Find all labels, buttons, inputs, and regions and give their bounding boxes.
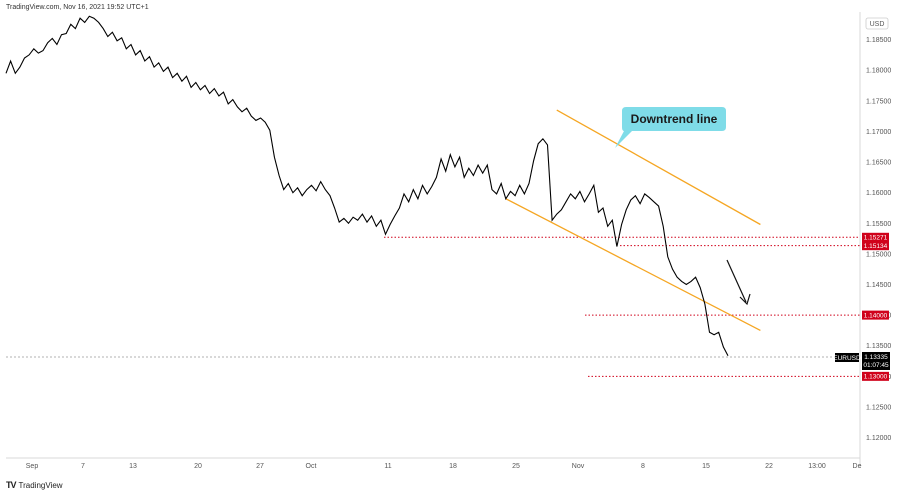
level-tag: [862, 232, 889, 242]
level-label: 1.13000: [864, 374, 888, 381]
y-tick-label: 1.12500: [866, 404, 891, 411]
level-tag: [862, 310, 889, 320]
y-tick-label: 1.13500: [866, 343, 891, 350]
downtrend-callout[interactable]: Downtrend line: [615, 107, 726, 148]
currency-badge: USD: [865, 17, 889, 30]
x-tick-label: 25: [512, 463, 520, 470]
y-tick-label: 1.18500: [866, 37, 891, 44]
chart-header: TradingView.com, Nov 16, 2021 19:52 UTC+…: [6, 4, 149, 11]
current-price-label: 1.13335: [864, 354, 888, 361]
callout-bubble: [615, 107, 726, 148]
x-tick-label: 11: [384, 463, 391, 470]
currency-label: USD: [870, 21, 885, 28]
y-tick-label: 1.16000: [866, 190, 891, 197]
time-scale[interactable]: Sep 7 13 20 27 Oct 11 18 25 Nov 8 15 22 13:00 De: [26, 463, 862, 470]
x-tick-label: Sep: [26, 463, 39, 470]
y-tick-label: 1.16500: [866, 160, 891, 167]
symbol-label: EURUSD: [833, 355, 861, 362]
y-tick-label: 1.14500: [866, 282, 891, 289]
x-tick-label: 8: [641, 463, 645, 470]
level-tag: [862, 371, 889, 381]
brand-label: TradingView: [18, 480, 63, 490]
x-tick-label: 13: [129, 463, 137, 470]
x-tick-label: 15: [702, 463, 710, 470]
y-tick-label: 1.17000: [866, 129, 891, 136]
symbol-tag: [835, 353, 859, 362]
y-tick-label: 1.15000: [866, 251, 891, 258]
current-price-box: [862, 352, 890, 370]
downtrend-channel[interactable]: [505, 109, 761, 331]
x-tick-label: Oct: [306, 463, 317, 470]
y-tick-label: 1.15500: [866, 221, 891, 228]
price-line: [5, 15, 729, 357]
x-tick-label: 20: [194, 463, 202, 470]
level-label: 1.15134: [864, 243, 888, 250]
x-tick-label: 7: [81, 463, 85, 470]
level-label: 1.14000: [864, 312, 888, 319]
x-tick-label: Nov: [572, 463, 585, 470]
x-tick-label: 22: [765, 463, 773, 470]
level-tag: [862, 241, 889, 251]
brand[interactable]: TV TradingView: [6, 480, 63, 490]
channel-line[interactable]: [556, 109, 761, 226]
y-tick-label: 1.18000: [866, 68, 891, 75]
channel-line[interactable]: [505, 198, 761, 331]
level-label: 1.15271: [864, 235, 888, 242]
x-tick-label: 13:00: [808, 463, 826, 470]
x-tick-label: De: [853, 463, 862, 470]
down-arrow-icon: [726, 259, 751, 306]
y-tick-label: 1.17500: [866, 98, 891, 105]
y-tick-label: 1.12000: [866, 435, 891, 442]
x-tick-label: 18: [449, 463, 457, 470]
countdown-label: 01:07:45: [863, 362, 889, 369]
current-price-tag: EURUSD 1.13335 01:07:45: [6, 352, 890, 370]
x-tick-label: 27: [256, 463, 264, 470]
tradingview-logo-icon: TV: [6, 480, 16, 490]
callout-label: Downtrend line: [631, 112, 718, 126]
